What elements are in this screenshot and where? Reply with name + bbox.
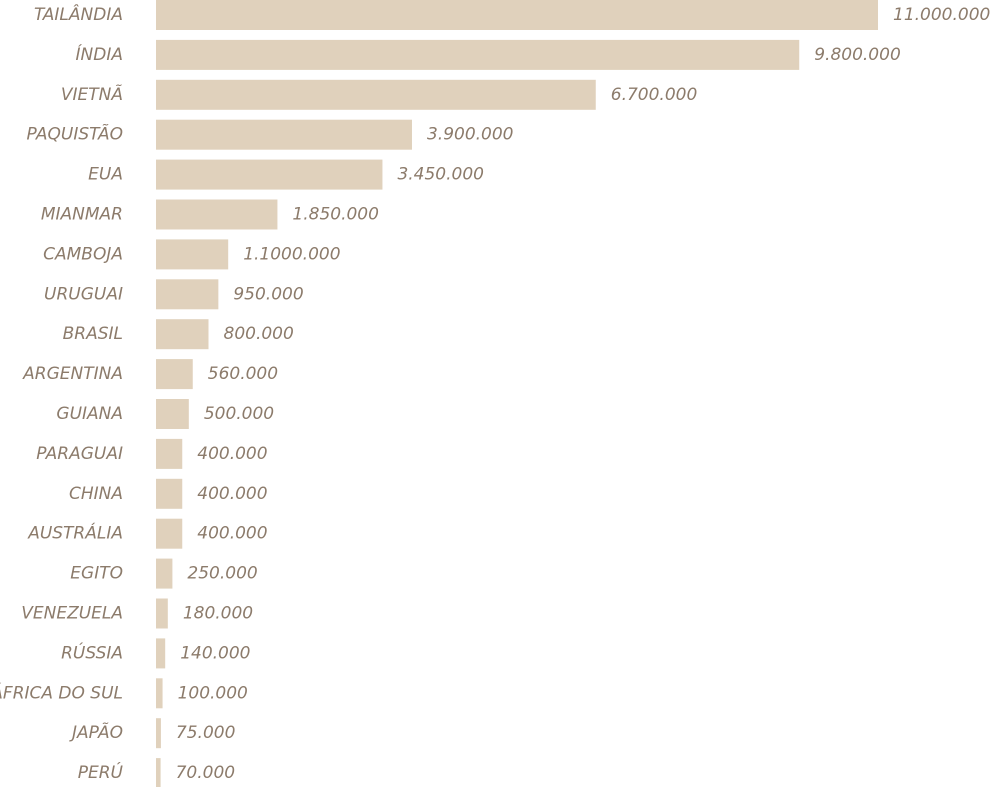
- category-label: EUA: [88, 165, 123, 185]
- category-label: TAILÂNDIA: [34, 3, 123, 25]
- bar: [156, 279, 219, 310]
- bar: [156, 478, 183, 509]
- category-label: ÍNDIA: [76, 43, 123, 65]
- value-label: 3.450.000: [397, 165, 484, 185]
- value-label: 100.000: [178, 683, 248, 703]
- category-label: JAPÃO: [69, 721, 123, 743]
- value-label: 500.000: [204, 404, 274, 424]
- bar: [156, 119, 412, 150]
- value-label: 400.000: [197, 444, 267, 464]
- bar: [156, 678, 163, 709]
- value-label: 6.700.000: [611, 85, 698, 105]
- category-label: RÚSSIA: [61, 641, 123, 663]
- bar: [156, 518, 183, 549]
- value-label: 75.000: [176, 723, 235, 743]
- category-label: PAQUISTÃO: [27, 123, 124, 145]
- category-label: URUGUAI: [44, 284, 123, 304]
- category-label: PARAGUAI: [36, 444, 123, 464]
- value-label: 800.000: [224, 324, 294, 344]
- bar: [156, 79, 596, 110]
- bar: [156, 0, 878, 30]
- bar: [156, 239, 229, 270]
- bar: [156, 159, 383, 190]
- bar: [156, 199, 278, 230]
- value-label: 11.000.000: [893, 5, 990, 25]
- bar: [156, 758, 161, 787]
- category-label: CHINA: [69, 484, 123, 504]
- value-label: 3.900.000: [427, 125, 514, 145]
- value-label: 180.000: [183, 604, 253, 624]
- bar: [156, 638, 166, 669]
- category-label: VIETNÃ: [61, 83, 123, 105]
- bar: [156, 319, 209, 350]
- bar: [156, 39, 800, 70]
- bar: [156, 718, 161, 749]
- category-label: BRASIL: [63, 324, 123, 344]
- category-label: VENEZUELA: [21, 604, 123, 624]
- value-label: 400.000: [197, 524, 267, 544]
- category-label: GUIANA: [56, 404, 123, 424]
- bar: [156, 438, 183, 469]
- value-label: 1.850.000: [292, 205, 379, 225]
- value-label: 9.800.000: [814, 45, 901, 65]
- category-label: ÁFRICA DO SUL: [0, 681, 123, 703]
- bar: [156, 359, 193, 390]
- bar: [156, 598, 168, 629]
- value-label: 1.1000.000: [243, 244, 340, 264]
- value-label: 560.000: [208, 364, 278, 384]
- category-label: AUSTRÁLIA: [27, 522, 123, 544]
- category-label: EGITO: [70, 564, 123, 584]
- value-label: 950.000: [233, 284, 303, 304]
- bar: [156, 558, 173, 589]
- value-label: 250.000: [187, 564, 257, 584]
- value-label: 400.000: [197, 484, 267, 504]
- bar: [156, 399, 189, 429]
- category-label: MIANMAR: [41, 205, 123, 225]
- category-label: CAMBOJA: [43, 244, 123, 264]
- category-label: ARGENTINA: [22, 364, 123, 384]
- category-label: PERÚ: [78, 761, 124, 783]
- value-label: 70.000: [176, 763, 235, 783]
- value-label: 140.000: [180, 643, 250, 663]
